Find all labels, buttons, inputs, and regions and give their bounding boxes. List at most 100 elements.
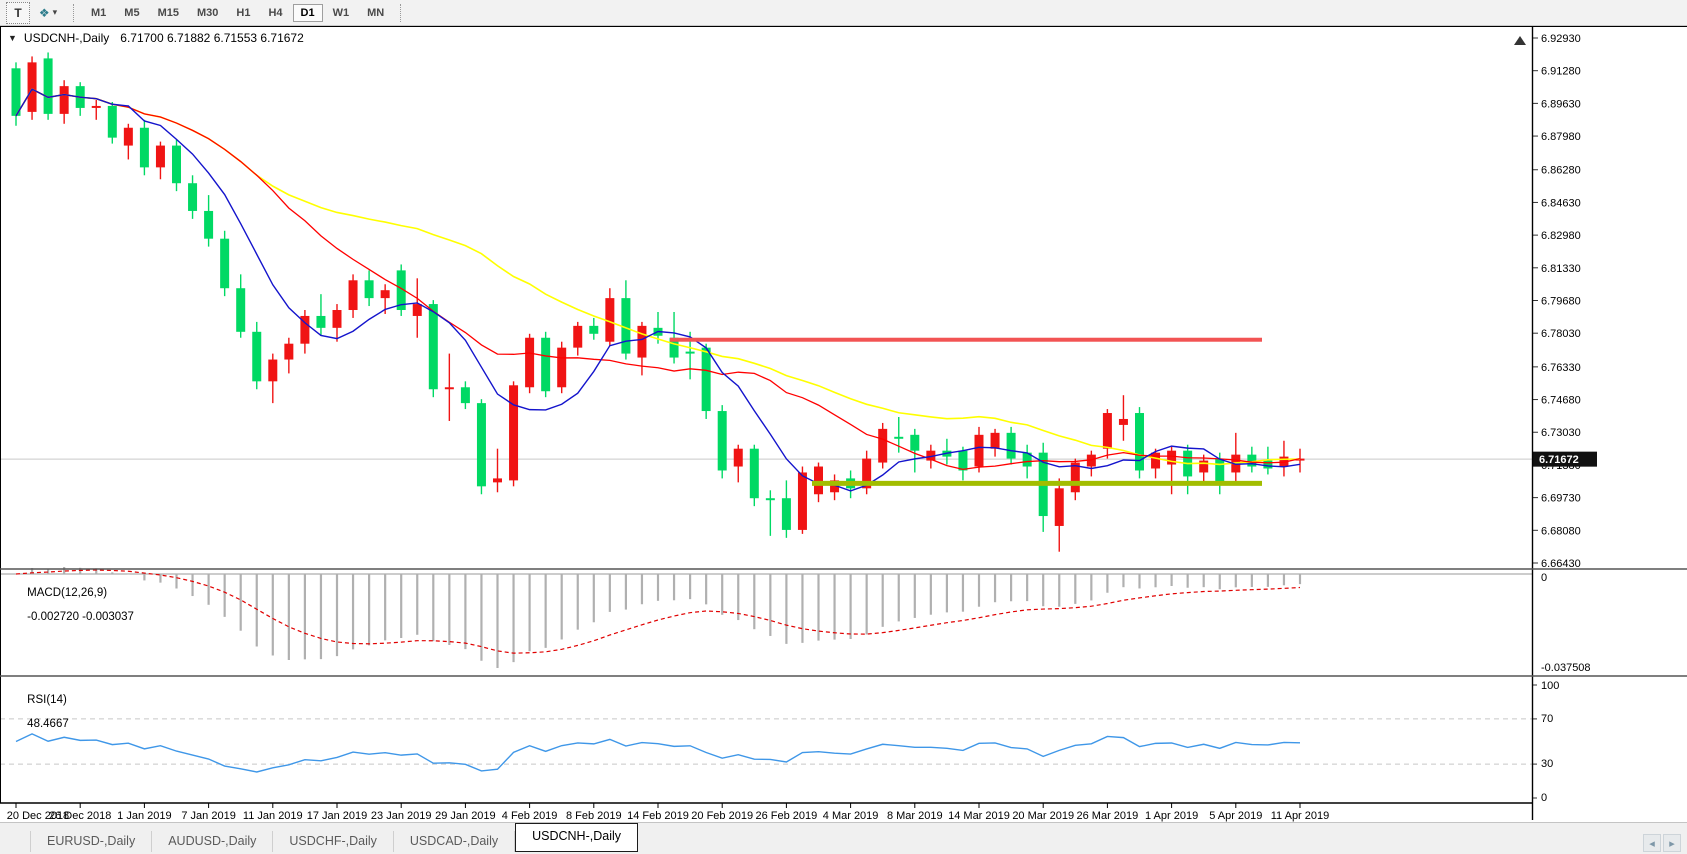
candle <box>1086 450 1096 477</box>
timeframe-button-m1[interactable]: M1 <box>91 6 107 19</box>
candle <box>236 274 246 338</box>
tab-scroll-left-button[interactable]: ◂ <box>1643 834 1661 852</box>
price-tick-label: 6.89630 <box>1541 98 1581 110</box>
candle <box>428 300 438 398</box>
candle <box>974 426 984 473</box>
candle-body <box>268 359 278 382</box>
tab-eurusd-daily[interactable]: EURUSD-,Daily <box>30 831 153 852</box>
price-tick-label: 6.86280 <box>1541 165 1581 177</box>
time-tick-label: 20 Dec 2018 <box>7 810 69 822</box>
candle-body <box>364 280 374 299</box>
price-tick-label: 6.68080 <box>1541 525 1581 537</box>
candle-body <box>509 385 519 481</box>
time-tick-label: 29 Jan 2019 <box>435 810 496 822</box>
time-tick-label: 26 Dec 2018 <box>49 810 111 822</box>
tab-audusd-daily[interactable]: AUDUSD-,Daily <box>152 831 274 852</box>
timeframe-button-m30[interactable]: M30 <box>196 6 219 19</box>
price-chart[interactable]: 6.92930 6.91280 6.89630 6.87980 6.86280 6.846… <box>0 26 1687 822</box>
time-tick-label: 20 Feb 2019 <box>691 810 753 822</box>
candle-body <box>974 434 984 467</box>
ma-mid-line <box>15 88 1301 471</box>
price-tick-label: 6.92930 <box>1541 33 1581 45</box>
price-tick-label: 6.87980 <box>1541 131 1581 143</box>
candle <box>220 230 230 297</box>
candle <box>284 337 294 374</box>
price-tick-label: 6.78030 <box>1541 328 1581 340</box>
time-tick-label: 11 Apr 2019 <box>1271 810 1330 822</box>
candle-body <box>493 478 502 483</box>
candle-body <box>1070 462 1080 493</box>
candle <box>589 317 599 340</box>
candle <box>1167 446 1177 495</box>
timeframe-button-m5[interactable]: M5 <box>124 6 140 19</box>
candle-body <box>685 351 695 354</box>
candle-body <box>11 68 21 116</box>
candle <box>701 343 711 419</box>
time-tick-label: 17 Jan 2019 <box>307 810 368 822</box>
candle <box>910 428 920 473</box>
timeframe-button-d1[interactable]: D1 <box>292 3 323 22</box>
candle <box>59 80 69 124</box>
objects-icon: ❖ <box>38 5 50 20</box>
time-tick-label: 7 Jan 2019 <box>181 810 235 822</box>
timeframe-button-h1[interactable]: H1 <box>236 6 251 19</box>
candle <box>412 278 422 338</box>
tab-usdcad-daily[interactable]: USDCAD-,Daily <box>394 831 516 852</box>
macd-histogram <box>30 566 1302 668</box>
candle <box>605 288 615 346</box>
candle-body <box>1151 452 1161 469</box>
candle <box>316 294 326 336</box>
candle <box>1247 446 1257 473</box>
candle-body <box>107 105 117 138</box>
objects-dropdown-button[interactable]: ❖ ▾ <box>33 2 63 24</box>
candle-body <box>220 238 230 289</box>
candle-body <box>155 145 165 168</box>
candle <box>541 331 551 398</box>
price-tick-label: 6.73030 <box>1541 427 1581 439</box>
candle-body <box>396 270 406 311</box>
chart-background <box>0 26 1687 822</box>
candle <box>139 119 149 176</box>
rsi-axis-label: 0 <box>1541 792 1547 804</box>
candle <box>525 333 535 394</box>
timeframe-button-mn[interactable]: MN <box>367 6 385 19</box>
chart-shift-marker-icon <box>1514 36 1526 45</box>
candle <box>43 52 53 120</box>
chevron-down-icon: ▾ <box>52 7 58 17</box>
candle-body <box>460 387 470 404</box>
candle-body <box>1006 432 1016 459</box>
candle <box>797 466 807 534</box>
candle <box>268 353 278 404</box>
candle-body <box>749 448 759 499</box>
candle <box>155 141 165 180</box>
text-tool-button[interactable]: T <box>6 1 30 24</box>
time-tick-label: 11 Jan 2019 <box>243 810 303 822</box>
timeframe-button-h4[interactable]: H4 <box>268 6 283 19</box>
candle <box>733 444 743 483</box>
timeframe-button-w1[interactable]: W1 <box>332 6 350 19</box>
candle-body <box>814 466 823 495</box>
candle-body <box>1086 454 1096 467</box>
candle <box>91 100 101 120</box>
time-tick-label: 20 Mar 2019 <box>1012 810 1074 822</box>
candle <box>123 123 133 160</box>
candle <box>749 444 759 507</box>
candle <box>958 446 968 481</box>
time-tick-label: 8 Feb 2019 <box>566 810 622 822</box>
candle <box>1102 409 1112 459</box>
timeframe-button-m15[interactable]: M15 <box>157 6 179 19</box>
time-tick-label: 23 Jan 2019 <box>371 810 432 822</box>
time-tick-label: 26 Mar 2019 <box>1077 810 1139 822</box>
candle-body <box>910 434 920 451</box>
candle-body <box>444 387 454 390</box>
tab-scroll-right-button[interactable]: ▸ <box>1663 834 1681 852</box>
candle <box>460 381 470 410</box>
candle-body <box>862 458 872 489</box>
tab-usdchf-daily[interactable]: USDCHF-,Daily <box>273 831 394 852</box>
candle-body <box>1199 460 1209 473</box>
time-tick-label: 1 Jan 2019 <box>117 810 171 822</box>
tab-usdcnh-daily[interactable]: USDCNH-,Daily <box>515 823 639 852</box>
price-tick-label: 6.69730 <box>1541 493 1581 505</box>
